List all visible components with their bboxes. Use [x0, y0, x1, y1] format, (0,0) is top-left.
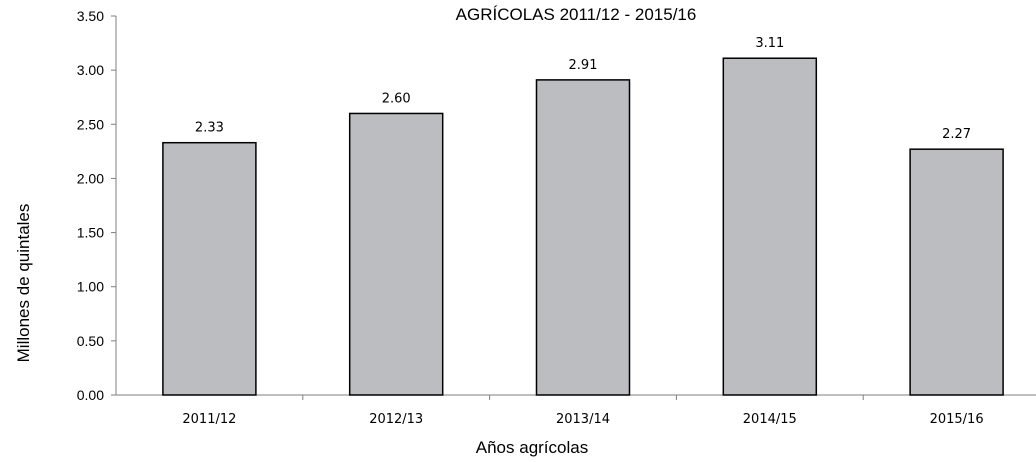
- data-label: 2.60: [382, 91, 411, 106]
- x-tick-label: 2014/15: [743, 412, 797, 427]
- x-tick-label: 2011/12: [182, 412, 236, 427]
- y-tick-label: 3.50: [77, 8, 104, 24]
- y-tick-label: 0.00: [77, 387, 104, 403]
- data-label: 2.91: [569, 58, 598, 73]
- bars: 2.33 2.60 2.91 3.11 2.27: [162, 36, 1004, 396]
- bar-2012-13: [348, 112, 444, 396]
- y-tick-label: 2.00: [77, 170, 104, 186]
- x-tick-label: 2013/14: [556, 412, 610, 427]
- data-label: 2.27: [942, 127, 971, 142]
- x-axis-ticks: 2011/12 2012/13 2013/14 2014/15 2015/16: [182, 395, 984, 427]
- chart-title: AGRÍCOLAS 2011/12 - 2015/16: [456, 5, 697, 24]
- y-tick-label: 3.00: [77, 62, 104, 78]
- bar-2011-12: [162, 141, 257, 396]
- x-axis-label: Años agrícolas: [476, 438, 588, 457]
- y-axis-ticks: 0.00 0.50 1.00 1.50 2.00 2.50 3.00 3.50: [77, 8, 116, 403]
- y-tick-label: 1.50: [77, 225, 104, 241]
- y-axis-label: Millones de quintales: [14, 204, 33, 363]
- data-label: 3.11: [755, 36, 784, 51]
- y-tick-label: 1.00: [77, 279, 104, 295]
- bar-2013-14: [535, 79, 631, 396]
- bar-2015-16: [909, 148, 1004, 396]
- data-label: 2.33: [195, 121, 224, 136]
- x-tick-label: 2015/16: [930, 412, 984, 427]
- x-tick-label: 2012/13: [369, 412, 423, 427]
- y-tick-label: 2.50: [77, 116, 104, 132]
- bar-2014-15: [722, 57, 818, 396]
- y-tick-label: 0.50: [77, 333, 104, 349]
